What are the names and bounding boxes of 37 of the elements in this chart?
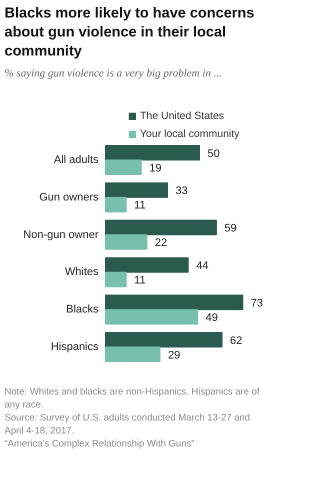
source-note: Source: Survey of U.S. adults conducted March 13-27 and April 4-18, 2017. [4, 412, 250, 436]
data-label: 49 [206, 312, 218, 324]
legend-label: The United States [140, 110, 224, 122]
y-tick-label: Gun owners [39, 191, 99, 204]
y-tick-label: All adults [54, 154, 99, 166]
text: Note: Whites and blacks are non-Hispanics. Hispanics are of any race. [4, 386, 260, 410]
bar [105, 257, 189, 273]
chart-subtitle: % saying gun violence is a very big problem in ... [4, 68, 222, 80]
data-label: 50 [208, 148, 220, 160]
legend-label: Your local community [140, 128, 240, 140]
bar [105, 145, 200, 160]
bar [105, 332, 223, 348]
bar [105, 196, 127, 212]
bar [105, 234, 148, 250]
data-label: 22 [154, 237, 168, 250]
data-label: 73 [250, 297, 263, 310]
y-tick-label: Whites [64, 266, 99, 278]
data-label: 19 [149, 162, 162, 174]
y-tick-label: Blacks [66, 304, 99, 316]
bar [105, 309, 198, 325]
bar [105, 220, 217, 236]
bar [105, 182, 168, 198]
data-label: 59 [224, 222, 237, 235]
data-label: 44 [196, 260, 208, 272]
text: “America’s Complex Relationship With Guns” [4, 438, 194, 450]
bar [105, 294, 244, 310]
y-tick-label: Non-gun owner [23, 228, 99, 241]
data-label: 62 [230, 334, 242, 347]
bar [105, 346, 161, 362]
data-label: 29 [168, 349, 180, 362]
data-label: 11 [134, 200, 146, 212]
bar [105, 160, 142, 175]
chart-title: Blacks more likely to have concerns about gun violence in their local community [4, 6, 254, 60]
bar [105, 272, 127, 288]
data-label: 11 [134, 274, 146, 286]
y-tick-label: Hispanics [50, 341, 99, 353]
data-label: 33 [176, 185, 188, 198]
